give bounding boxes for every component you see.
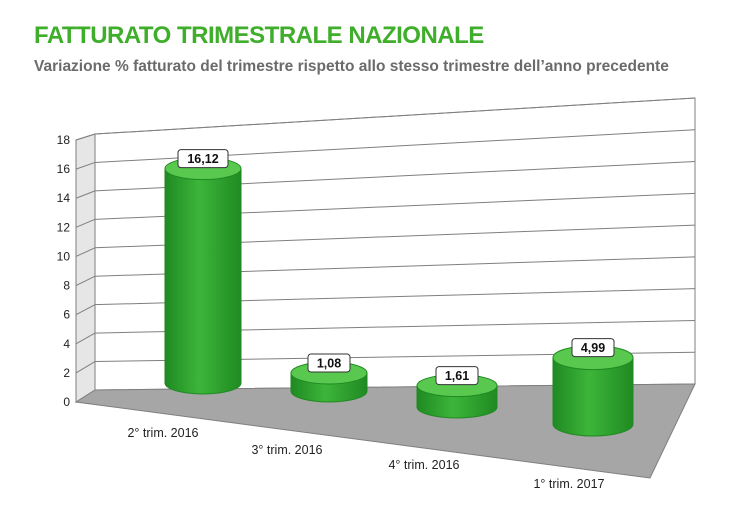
gridline-side [75, 190, 96, 199]
value-label-box [571, 338, 615, 358]
value-label: 1,61 [445, 369, 469, 383]
gridline-side [75, 247, 96, 257]
y-tick-label: 8 [63, 279, 70, 293]
bar-body [552, 357, 634, 437]
gridline-side [75, 133, 96, 141]
chart-subtitle: Variazione % fatturato del trimestre ris… [34, 58, 669, 75]
value-label: 16,12 [187, 152, 218, 166]
y-tick-label: 18 [57, 133, 71, 147]
value-label-box [177, 149, 229, 169]
x-axis-ticks: 2° trim. 2016 3° trim. 2016 4° trim. 2016 1… [127, 426, 604, 491]
x-tick-label: 1° trim. 2017 [533, 477, 604, 491]
bar [164, 157, 242, 395]
gridline-side [75, 332, 96, 345]
gridline-side [75, 218, 96, 228]
value-label-box [435, 366, 479, 386]
value-label-box [307, 353, 351, 373]
gridline-side [75, 161, 96, 170]
bar-body [164, 168, 242, 395]
x-tick-label: 4° trim. 2016 [388, 458, 459, 472]
gridline [94, 97, 696, 135]
y-tick-label: 2 [63, 366, 70, 380]
value-label: 4,99 [581, 341, 605, 355]
x-tick-label: 3° trim. 2016 [251, 443, 322, 457]
y-tick-label: 16 [57, 162, 71, 176]
side-wall [75, 133, 96, 403]
y-tick-label: 14 [57, 191, 71, 205]
bar [552, 345, 634, 437]
gridline-side [75, 304, 96, 316]
y-tick-label: 0 [63, 395, 70, 409]
gridline-side [75, 275, 96, 287]
x-tick-label: 2° trim. 2016 [127, 426, 198, 440]
gridline-side [75, 361, 96, 374]
value-label: 1,08 [317, 357, 341, 371]
y-axis-ticks: 0 2 4 6 8 10 12 14 16 18 [57, 133, 71, 409]
y-tick-label: 10 [57, 249, 71, 263]
value-labels: 16,12 1,08 1,61 4,99 [177, 149, 615, 386]
y-tick-label: 12 [57, 220, 71, 234]
bars [164, 157, 634, 437]
y-tick-label: 4 [63, 337, 70, 351]
chart-title: FATTURATO TRIMESTRALE NAZIONALE [34, 22, 484, 49]
y-tick-label: 6 [63, 308, 70, 322]
floor [74, 383, 696, 479]
